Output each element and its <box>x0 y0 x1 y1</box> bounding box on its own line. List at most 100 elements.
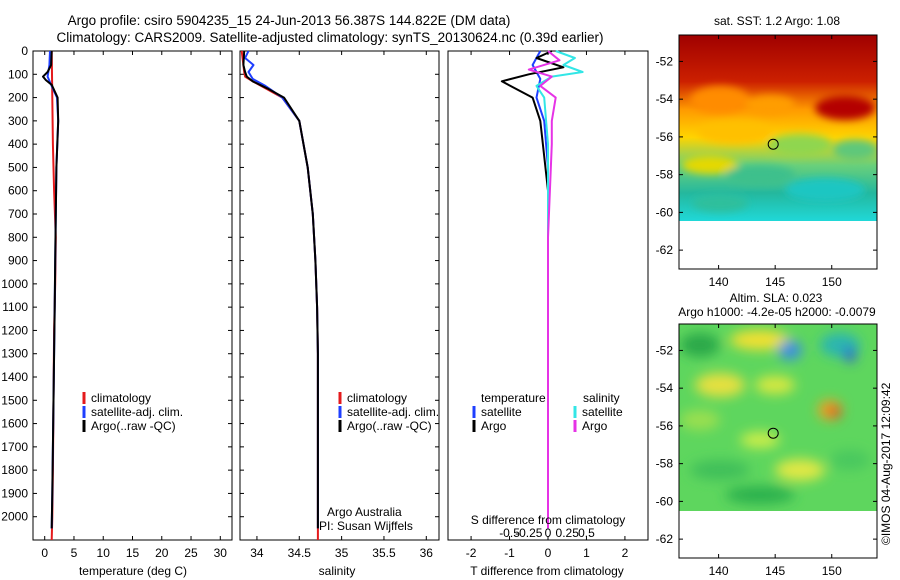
map-lat-label: -52 <box>656 54 674 68</box>
sla-map-frame <box>678 323 878 559</box>
difference-xlabel: T difference from climatology <box>470 564 624 578</box>
depth-tick-label: 1500 <box>1 393 28 407</box>
legend-t-satellite-label: satellite <box>481 405 522 419</box>
depth-tick-label: 800 <box>8 230 28 244</box>
legend-temperature-heading: temperature <box>481 391 546 405</box>
map-lat-label: -52 <box>656 343 674 357</box>
map-lat-label: -62 <box>656 243 674 257</box>
salinity-axes-frame <box>239 50 440 541</box>
depth-tick-label: 100 <box>8 67 28 81</box>
series-line-argo-raw-qc- <box>242 50 319 529</box>
s-tick-label: 0.25 <box>556 526 580 540</box>
sla-argo-location-marker <box>767 427 779 439</box>
sla-map-image <box>679 324 877 511</box>
legend-salinity-heading: salinity <box>583 391 620 405</box>
imos-watermark: ©IMOS 04-Aug-2017 12:09:42 <box>879 382 893 545</box>
annotation-pi: PI: Susan Wijffels <box>319 519 413 533</box>
sla-map-title: Altim. SLA: 0.023 <box>730 291 823 305</box>
sst-map-frame <box>678 34 878 270</box>
sst-map-ticks: -52 -54 -56 -58 -60 -62 140 145 150 <box>656 35 877 289</box>
map-lat-label: -58 <box>656 457 674 471</box>
x-tick-label: -1 <box>504 546 515 560</box>
x-tick-label: 34 <box>250 546 264 560</box>
sst-argo-location-marker <box>767 138 779 150</box>
annotation-argo-australia: Argo Australia <box>327 505 402 519</box>
sst-map-image <box>679 35 877 221</box>
map-lon-label: 150 <box>822 275 842 289</box>
x-tick-label: 36 <box>420 546 434 560</box>
depth-tick-label: 1900 <box>1 486 28 500</box>
temperature-xlabel: temperature (deg C) <box>79 564 187 578</box>
map-lon-label: 145 <box>765 564 785 578</box>
x-tick-label: 35 <box>335 546 349 560</box>
temperature-series <box>42 50 60 541</box>
map-lat-label: -60 <box>656 205 674 219</box>
series-line-climatology <box>240 50 319 540</box>
legend-climatology-label: climatology <box>347 391 407 405</box>
depth-tick-label: 700 <box>8 207 28 221</box>
x-tick-label: 34.5 <box>288 546 312 560</box>
x-tick-label: 35.5 <box>372 546 396 560</box>
temperature-axes-frame <box>32 50 233 541</box>
map-lon-label: 140 <box>709 275 729 289</box>
map-lat-label: -62 <box>656 532 674 546</box>
temperature-legend: climatology satellite-adj. clim. Argo(..… <box>82 391 183 433</box>
legend-satellite-label: satellite-adj. clim. <box>347 405 439 419</box>
map-lon-label: 150 <box>822 564 842 578</box>
salinity-x-ticks: 34 34.5 35 35.5 36 <box>250 51 433 560</box>
depth-tick-label: 900 <box>8 254 28 268</box>
legend-argo-label: Argo(..raw -QC) <box>347 419 432 433</box>
x-tick-label: 0 <box>545 546 552 560</box>
salinity-depth-ticks <box>240 50 439 518</box>
legend-s-argo-label: Argo <box>582 419 608 433</box>
temperature-depth-ticks: 0 100 200 300 400 500 600 700 800 900 1000 1100 1200… <box>1 44 232 524</box>
x-tick-label: 2 <box>622 546 629 560</box>
difference-top-label: S difference from climatology <box>471 513 626 527</box>
depth-tick-label: 1200 <box>1 323 28 337</box>
s-tick-label: 0 <box>545 526 552 540</box>
depth-tick-label: 1800 <box>1 463 28 477</box>
s-tick-label: -0.25 <box>515 526 543 540</box>
depth-tick-label: 600 <box>8 184 28 198</box>
salinity-panel: 34 34.5 35 35.5 36 salinity climatology sate… <box>239 50 440 578</box>
s-tick-label: 0.5 <box>578 526 595 540</box>
depth-tick-label: 1600 <box>1 417 28 431</box>
depth-tick-label: 1300 <box>1 347 28 361</box>
salinity-xlabel: salinity <box>319 564 356 578</box>
difference-s-ticks: -0.5-0.25 0 0.25 0.5 <box>499 526 595 540</box>
series-line-argo-raw-qc- <box>42 50 60 529</box>
legend-climatology-label: climatology <box>91 391 151 405</box>
depth-tick-label: 1400 <box>1 370 28 384</box>
temperature-x-ticks: 0 5 10 15 20 25 30 <box>41 51 227 560</box>
map-lat-label: -54 <box>656 92 674 106</box>
temperature-panel: 0100200300400500600700800900100011001200… <box>1 44 233 578</box>
difference-panel: -2 -1 0 1 2 -0.5-0.25 0 0.25 0.5 S difference f… <box>447 50 649 578</box>
difference-legend: temperature satellite Argo salinity sate… <box>472 391 623 433</box>
salinity-series <box>240 50 319 540</box>
x-tick-label: 20 <box>155 546 169 560</box>
legend-s-satellite-label: satellite <box>582 405 623 419</box>
difference-x-ticks: -2 -1 0 1 2 <box>466 51 629 560</box>
header-line1: Argo profile: csiro 5904235_15 24-Jun-20… <box>68 13 511 28</box>
difference-series <box>500 50 584 529</box>
map-lat-label: -58 <box>656 168 674 182</box>
legend-t-argo-label: Argo <box>481 419 507 433</box>
x-tick-label: 30 <box>214 546 228 560</box>
map-lat-label: -54 <box>656 381 674 395</box>
map-lon-label: 140 <box>709 564 729 578</box>
map-lon-label: 145 <box>765 275 785 289</box>
salinity-legend: climatology satellite-adj. clim. Argo(..… <box>338 391 439 433</box>
sla-map-panel: Altim. SLA: 0.023 Argo h1000: -4.2e-05 h… <box>656 291 878 578</box>
s-tick-label: -0.5 <box>499 526 520 540</box>
x-tick-label: -2 <box>466 546 477 560</box>
depth-tick-label: 1100 <box>2 300 28 314</box>
sst-map-title: sat. SST: 1.2 Argo: 1.08 <box>714 14 840 28</box>
sst-map-panel: sat. SST: 1.2 Argo: 1.08 -52 -54 -56 -58 -60… <box>656 14 878 289</box>
depth-tick-label: 300 <box>8 114 28 128</box>
sla-map-ticks: -52 -54 -56 -58 -60 -62 140 145 150 <box>656 324 877 578</box>
legend-satellite-label: satellite-adj. clim. <box>91 405 183 419</box>
x-tick-label: 5 <box>71 546 78 560</box>
x-tick-label: 10 <box>97 546 111 560</box>
depth-tick-label: 0 <box>21 44 28 58</box>
